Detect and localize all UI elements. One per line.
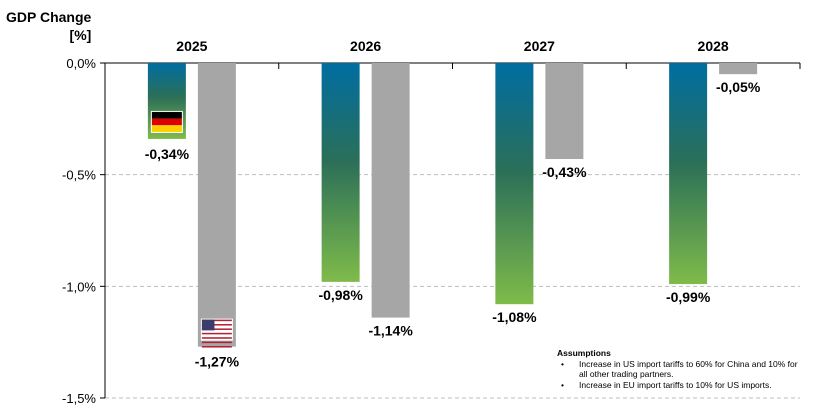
- flag-stripe-red: [201, 337, 232, 339]
- bar-germany: [321, 63, 360, 282]
- bar-germany: [669, 63, 708, 285]
- bar-usa: [371, 63, 410, 318]
- flag-stripe-red: [201, 346, 232, 348]
- flag-stripe-black: [151, 111, 182, 119]
- category-label: 2026: [350, 38, 381, 54]
- data-label: -0,43%: [542, 164, 587, 180]
- flag-stripe-red: [201, 332, 232, 335]
- assumption-item: Increase in EU import tariffs to 10% for…: [557, 380, 807, 391]
- y-tick-label: 0,0%: [66, 56, 96, 71]
- assumptions-list: Increase in US import tariffs to 60% for…: [557, 359, 807, 391]
- flag-stripe-red: [201, 324, 232, 326]
- flag-canton: [201, 319, 215, 331]
- germany-flag-icon: [150, 110, 183, 133]
- assumption-item: Increase in US import tariffs to 60% for…: [557, 359, 807, 380]
- category-label: 2028: [698, 38, 729, 54]
- usa-flag-icon: [200, 318, 233, 348]
- bar-usa: [719, 63, 758, 75]
- data-label: -1,08%: [492, 309, 537, 325]
- bar-usa: [545, 63, 584, 160]
- y-tick-label: -1,5%: [62, 391, 96, 406]
- chart-title-text: GDP Change: [6, 9, 92, 25]
- category-label: 2027: [524, 38, 555, 54]
- y-tick-label: -1,0%: [62, 279, 96, 294]
- assumptions-box: Assumptions Increase in US import tariff…: [557, 348, 807, 390]
- y-axis-unit: [%]: [69, 27, 92, 43]
- data-label: -0,98%: [318, 287, 363, 303]
- data-label: -0,34%: [145, 146, 190, 162]
- data-label: -0,05%: [716, 79, 761, 95]
- flag-stripe-red: [201, 328, 232, 330]
- flag-stripe-gold: [151, 125, 182, 132]
- bar-usa: [197, 63, 236, 347]
- flag-stripe-red: [151, 118, 182, 126]
- category-label: 2025: [176, 38, 207, 54]
- assumptions-title: Assumptions: [557, 348, 611, 358]
- flag-stripe-red: [201, 319, 232, 322]
- data-label: -0,99%: [666, 289, 711, 305]
- chart-title: GDP Change [%]: [6, 8, 91, 44]
- data-label: -1,27%: [195, 354, 240, 370]
- bar-germany: [495, 63, 534, 305]
- y-tick-label: -0,5%: [62, 168, 96, 183]
- data-label: -1,14%: [368, 323, 413, 339]
- flag-stripe-red: [201, 341, 232, 344]
